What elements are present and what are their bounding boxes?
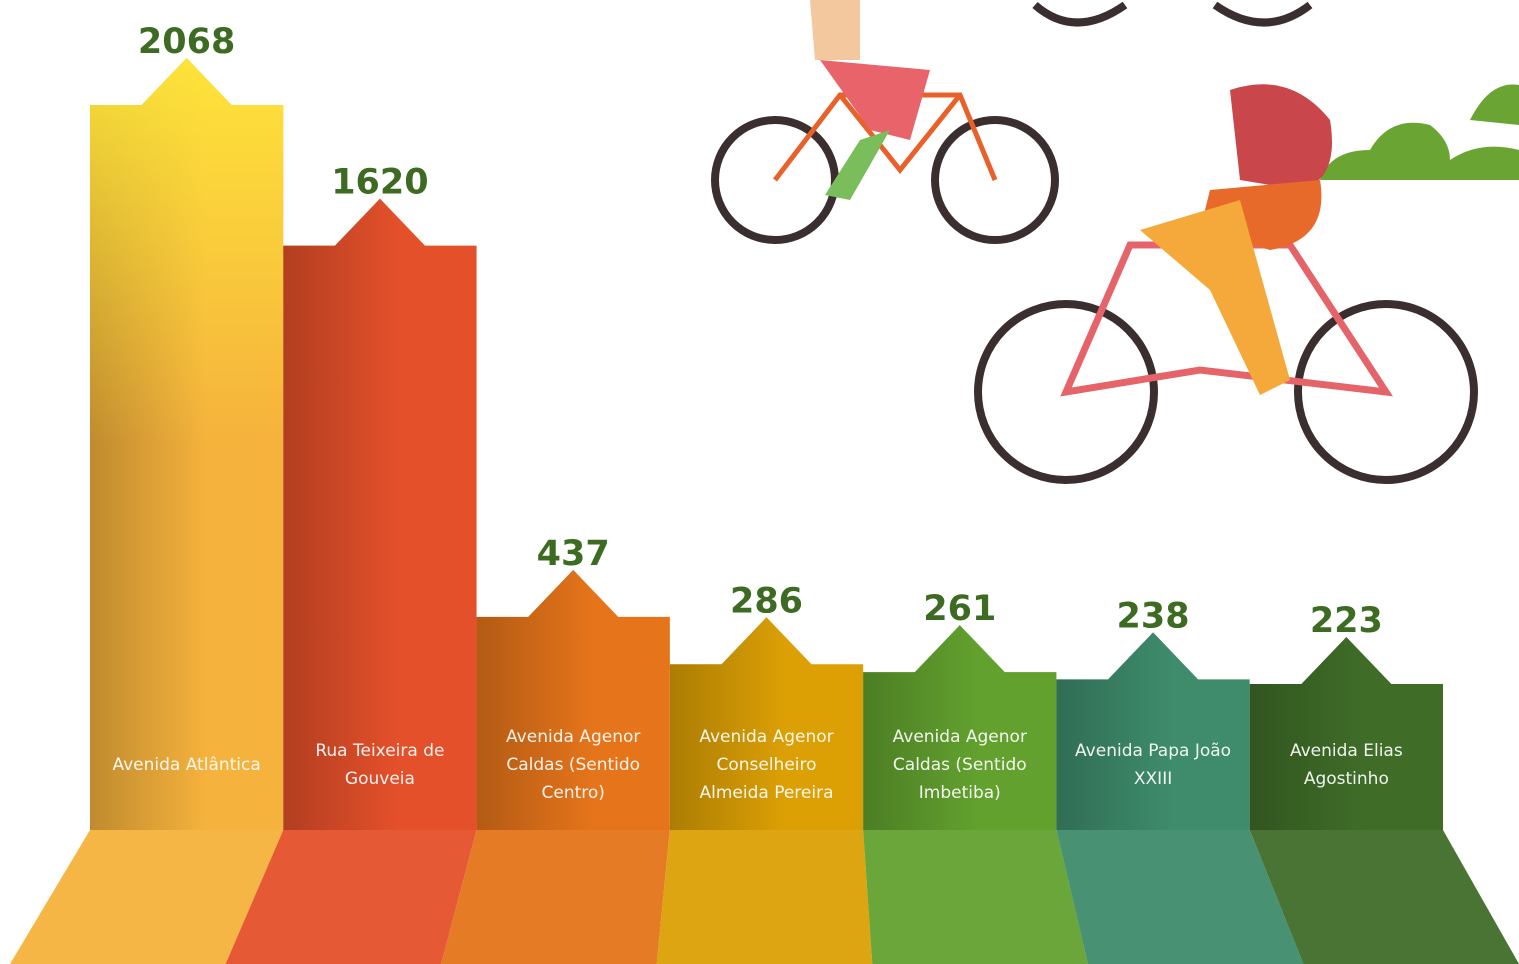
category-label: Avenida Agenor Conselheiro Almeida Perei… — [687, 710, 847, 820]
floor-band — [863, 830, 1088, 964]
category-label: Avenida Papa João XXIII — [1073, 710, 1233, 820]
category-label: Rua Teixeira de Gouveia — [300, 710, 460, 820]
floor-band — [657, 830, 873, 964]
floor-band — [441, 830, 670, 964]
category-label: Avenida Agenor Caldas (Sentido Imbetiba) — [880, 710, 1040, 820]
label-box: Rua Teixeira de Gouveia — [300, 710, 460, 820]
category-label: Avenida Elias Agostinho — [1266, 710, 1426, 820]
value-label: 223 — [1310, 601, 1383, 641]
label-box: Avenida Atlântica — [107, 710, 267, 820]
value-label: 2068 — [138, 22, 235, 62]
value-label: 238 — [1117, 596, 1190, 636]
label-box: Avenida Elias Agostinho — [1266, 710, 1426, 820]
value-label: 261 — [923, 589, 996, 629]
category-label: Avenida Agenor Caldas (Sentido Centro) — [493, 710, 653, 820]
value-label: 1620 — [331, 163, 428, 203]
illustration — [715, 0, 1519, 480]
value-label: 286 — [730, 581, 803, 621]
value-label: 437 — [537, 534, 610, 574]
category-label: Avenida Atlântica — [107, 710, 267, 820]
label-box: Avenida Agenor Caldas (Sentido Centro) — [493, 710, 653, 820]
label-box: Avenida Papa João XXIII — [1073, 710, 1233, 820]
label-box: Avenida Agenor Conselheiro Almeida Perei… — [687, 710, 847, 820]
chart: 2068 Avenida Atlântica 1620 Rua Teixeira de… — [0, 0, 1519, 964]
label-box: Avenida Agenor Caldas (Sentido Imbetiba) — [880, 710, 1040, 820]
